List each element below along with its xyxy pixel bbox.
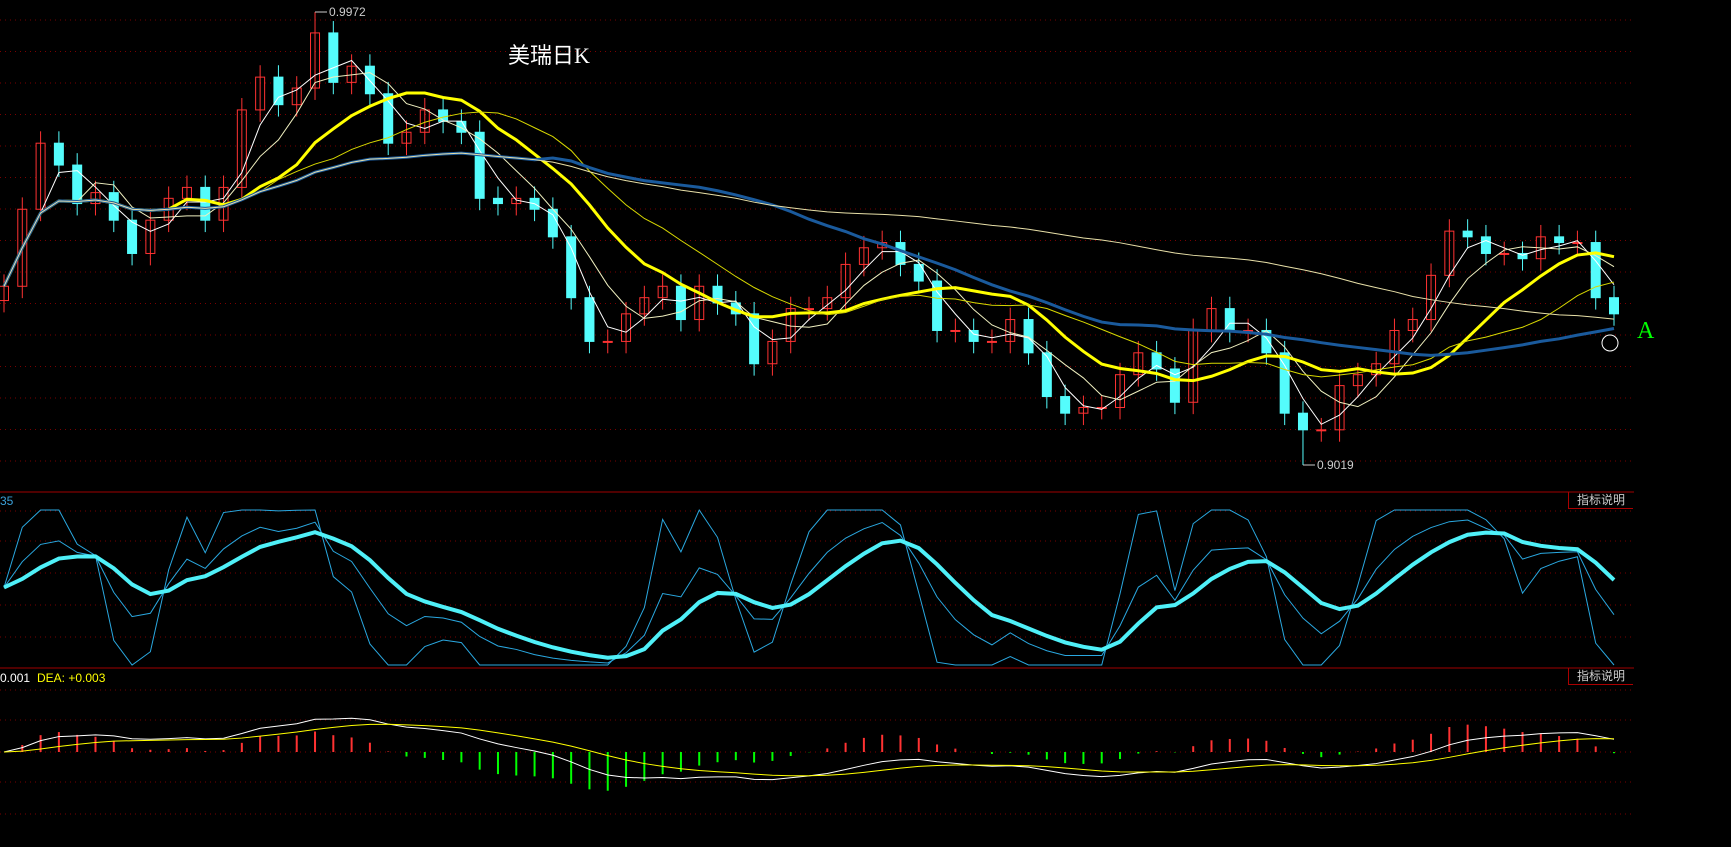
candle-down <box>492 197 503 205</box>
candle-down <box>1279 352 1290 414</box>
candle-up <box>1334 385 1345 431</box>
macd-help-button[interactable]: 指标说明 <box>1568 668 1633 685</box>
candle-up <box>767 340 778 365</box>
macd-dif-label: +0.001 <box>0 671 31 685</box>
candle-up <box>1133 352 1144 376</box>
candle-up <box>1426 274 1437 321</box>
high-price-label: 0.9972 <box>329 5 366 19</box>
candle-down <box>1554 236 1565 244</box>
macd-dea-line <box>3 723 1615 777</box>
candle-up <box>621 313 632 342</box>
low-price-label: 0.9019 <box>1317 458 1354 472</box>
candle-up <box>950 329 961 332</box>
kdj-j-line <box>3 508 1615 666</box>
candle-up <box>310 32 321 89</box>
ma30-line <box>3 111 1615 378</box>
candle-down <box>566 236 577 299</box>
ma20-line <box>2 91 1615 383</box>
candle-down <box>932 280 943 331</box>
kdj-value-label: 35 <box>0 494 14 508</box>
candle-down <box>1517 252 1528 260</box>
candle-up <box>17 208 28 287</box>
candle-up <box>822 297 833 310</box>
candle-down <box>383 93 394 144</box>
candle-down <box>474 131 485 199</box>
candle-up <box>35 142 46 210</box>
candle-down <box>108 192 119 221</box>
candle-up <box>236 109 247 188</box>
candle-down <box>1169 368 1180 403</box>
ma10-line <box>3 72 1615 408</box>
macd-dea-label: DEA: +0.003 <box>37 671 106 685</box>
candle-up <box>602 340 613 343</box>
candle-up <box>1499 252 1510 255</box>
kdj-k-line <box>3 519 1615 664</box>
ma60-line <box>2 151 1615 357</box>
candle-down <box>53 142 64 166</box>
macd-dif-line <box>3 717 1615 781</box>
candle-up <box>1407 319 1418 331</box>
candle-up <box>291 87 302 106</box>
candle-down <box>273 76 284 106</box>
ma120-line <box>3 152 1615 320</box>
candle-up <box>1572 242 1583 245</box>
candle-down <box>1041 352 1052 398</box>
candle-down <box>1590 242 1601 299</box>
candle-down <box>1609 297 1619 315</box>
candle-up <box>401 131 412 144</box>
candle-down <box>364 65 375 95</box>
candle-up <box>657 285 668 299</box>
signal-marker-a: A <box>1637 318 1655 344</box>
marker-circle <box>1601 334 1619 352</box>
chart-title: 美瑞日K <box>508 43 590 68</box>
candle-up <box>986 340 997 343</box>
ma5-line <box>3 59 1615 425</box>
candle-down <box>1480 236 1491 254</box>
candle-down <box>675 285 686 321</box>
candle-down <box>328 32 339 83</box>
kdj-help-button[interactable]: 指标说明 <box>1568 492 1633 509</box>
candle-up <box>1115 374 1126 408</box>
candle-down <box>1151 352 1162 370</box>
candle-down <box>1297 412 1308 431</box>
candle-up <box>1078 406 1089 414</box>
candle-up <box>1352 374 1363 387</box>
candle-up <box>858 247 869 265</box>
candle-up <box>1389 329 1400 365</box>
candle-down <box>72 164 83 205</box>
candle-up <box>255 76 266 111</box>
candle-up <box>840 263 851 299</box>
candle-down <box>749 313 760 365</box>
candle-down <box>1462 230 1473 238</box>
kdj-d-line <box>3 530 1616 660</box>
candle-up <box>1316 429 1327 432</box>
candle-down <box>968 329 979 342</box>
candle-up <box>639 297 650 315</box>
candle-down <box>584 297 595 342</box>
candle-down <box>200 186 211 221</box>
candle-down <box>913 263 924 282</box>
candle-up <box>145 219 156 254</box>
candle-down <box>127 219 138 254</box>
candle-down <box>1060 396 1071 414</box>
candle-up <box>90 192 101 205</box>
